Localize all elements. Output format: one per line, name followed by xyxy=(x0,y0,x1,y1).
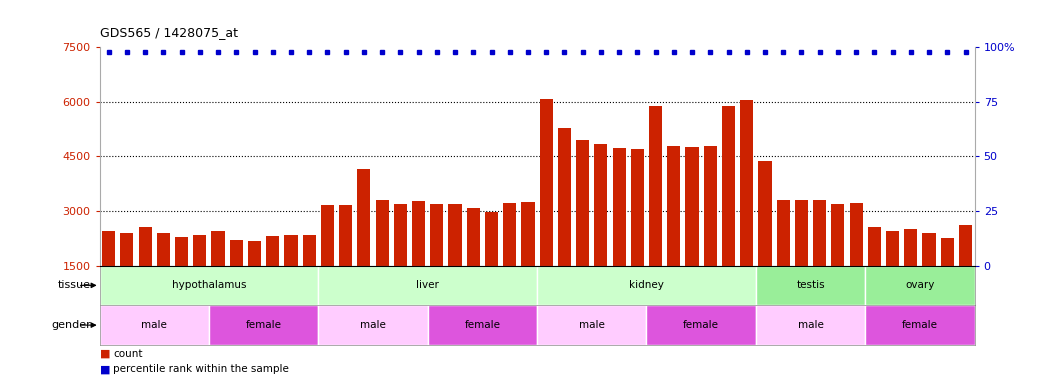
Bar xyxy=(538,266,756,305)
Bar xyxy=(740,100,754,320)
Bar xyxy=(121,233,133,320)
Text: tissue: tissue xyxy=(58,280,91,290)
Bar xyxy=(647,305,756,345)
Bar xyxy=(613,148,626,320)
Bar xyxy=(102,231,115,320)
Bar xyxy=(138,227,152,320)
Bar xyxy=(319,266,538,305)
Bar xyxy=(538,305,647,345)
Bar xyxy=(959,225,973,320)
Bar xyxy=(868,227,881,320)
Bar xyxy=(375,200,389,320)
Bar xyxy=(157,233,170,320)
Bar xyxy=(485,211,498,320)
Text: hypothalamus: hypothalamus xyxy=(172,280,246,290)
Bar xyxy=(722,106,735,320)
Bar xyxy=(922,233,936,320)
Bar xyxy=(794,200,808,320)
Bar xyxy=(756,305,866,345)
Bar xyxy=(850,203,863,320)
Text: female: female xyxy=(464,320,500,330)
Bar xyxy=(631,149,643,320)
Bar xyxy=(321,206,334,320)
Bar xyxy=(193,235,206,320)
Bar xyxy=(685,147,699,320)
Bar xyxy=(449,204,461,320)
Bar xyxy=(319,305,428,345)
Bar xyxy=(866,305,975,345)
Bar xyxy=(540,99,552,320)
Bar xyxy=(941,238,954,320)
Text: male: male xyxy=(141,320,168,330)
Text: GDS565 / 1428075_at: GDS565 / 1428075_at xyxy=(100,26,238,39)
Bar xyxy=(886,231,899,320)
Bar xyxy=(394,204,407,320)
Text: female: female xyxy=(683,320,719,330)
Text: count: count xyxy=(113,349,143,359)
Bar xyxy=(230,240,243,320)
Bar xyxy=(668,146,680,320)
Bar xyxy=(266,236,280,320)
Bar xyxy=(756,266,866,305)
Bar xyxy=(428,305,537,345)
Bar xyxy=(777,200,790,320)
Bar xyxy=(813,200,826,320)
Text: ovary: ovary xyxy=(905,280,935,290)
Text: male: male xyxy=(798,320,824,330)
Bar xyxy=(649,105,662,320)
Text: testis: testis xyxy=(796,280,825,290)
Bar xyxy=(503,203,517,320)
Bar xyxy=(357,169,371,320)
Text: liver: liver xyxy=(416,280,439,290)
Bar xyxy=(759,160,771,320)
Bar xyxy=(866,266,975,305)
Text: male: male xyxy=(578,320,605,330)
Bar xyxy=(284,235,298,320)
Bar xyxy=(100,305,209,345)
Text: ■: ■ xyxy=(100,364,110,375)
Text: male: male xyxy=(361,320,386,330)
Bar xyxy=(831,204,845,320)
Bar xyxy=(212,231,224,320)
Text: female: female xyxy=(245,320,282,330)
Bar xyxy=(303,235,315,320)
Bar xyxy=(175,237,189,320)
Text: gender: gender xyxy=(51,320,91,330)
Bar xyxy=(558,128,571,320)
Bar xyxy=(576,140,589,320)
Text: female: female xyxy=(902,320,938,330)
Bar xyxy=(431,204,443,320)
Text: percentile rank within the sample: percentile rank within the sample xyxy=(113,364,289,375)
Text: kidney: kidney xyxy=(629,280,664,290)
Bar xyxy=(703,146,717,320)
Bar xyxy=(904,229,917,320)
Bar xyxy=(466,208,480,320)
Bar xyxy=(100,266,319,305)
Text: ■: ■ xyxy=(100,349,110,359)
Bar xyxy=(248,241,261,320)
Bar xyxy=(522,202,534,320)
Bar xyxy=(594,144,608,320)
Bar xyxy=(412,201,425,320)
Bar xyxy=(209,305,319,345)
Bar xyxy=(340,205,352,320)
